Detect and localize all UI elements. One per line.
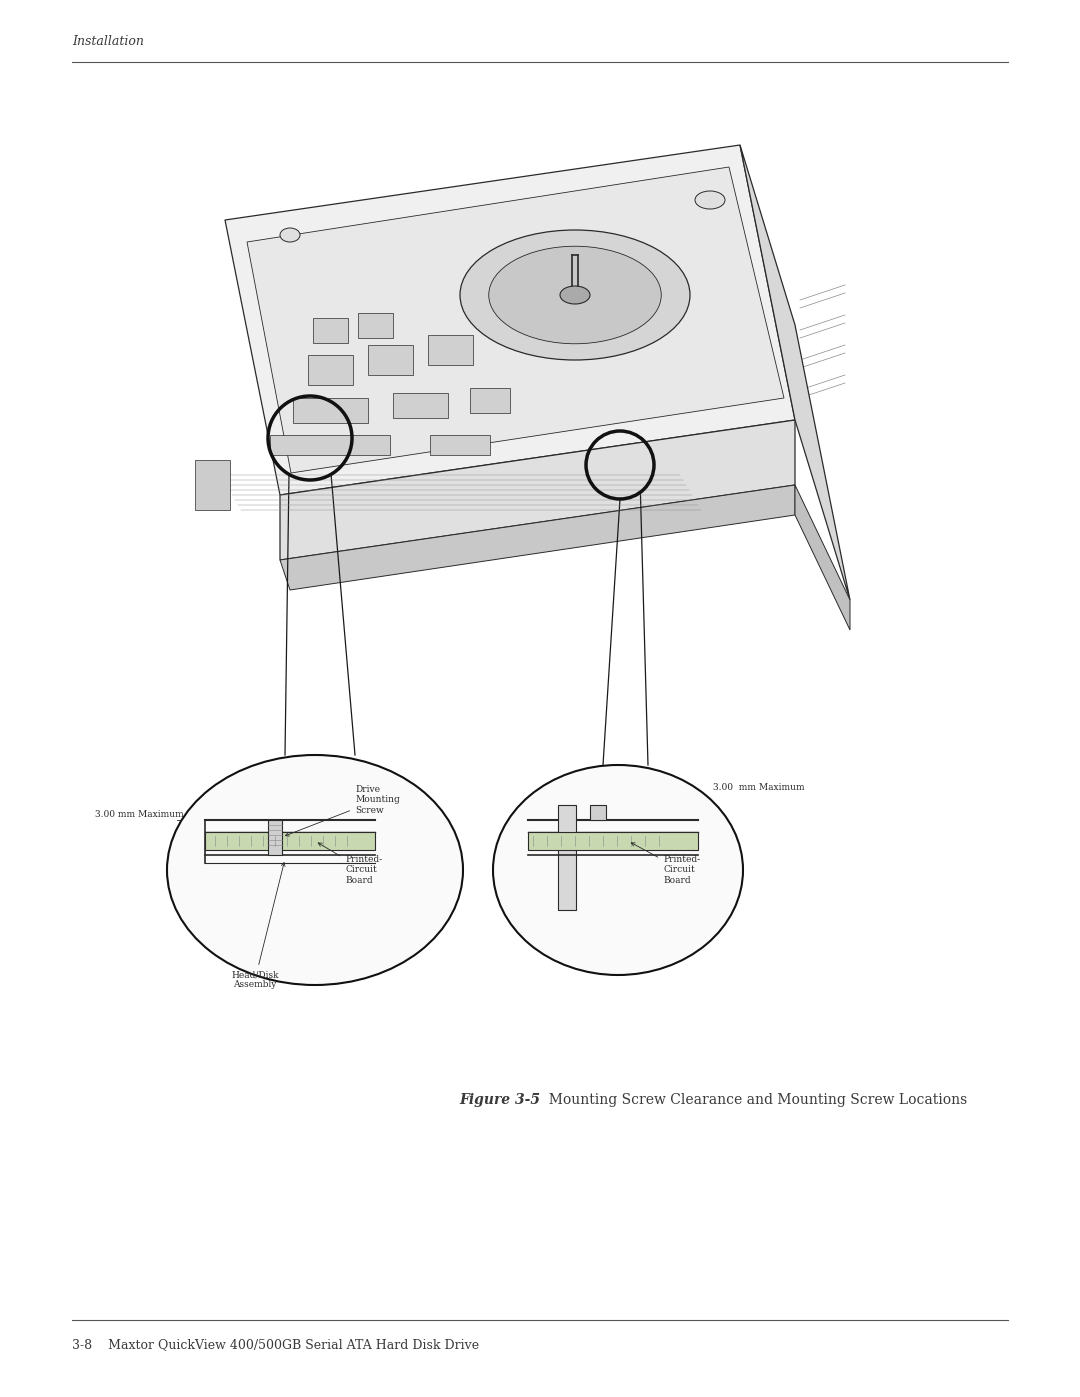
Bar (428, 335, 473, 365)
Text: 3.00 mm Maximum: 3.00 mm Maximum (95, 810, 184, 819)
Bar (293, 398, 368, 423)
Polygon shape (268, 820, 282, 855)
Polygon shape (205, 833, 375, 849)
Bar (368, 345, 413, 374)
Polygon shape (247, 168, 784, 474)
Text: 3.00  mm Maximum: 3.00 mm Maximum (713, 784, 805, 792)
Text: 3-8    Maxtor QuickView 400/500GB Serial ATA Hard Disk Drive: 3-8 Maxtor QuickView 400/500GB Serial AT… (72, 1338, 480, 1351)
Polygon shape (225, 145, 795, 495)
Ellipse shape (167, 754, 463, 985)
Ellipse shape (489, 246, 661, 344)
Text: Installation: Installation (72, 35, 144, 47)
Polygon shape (195, 460, 230, 510)
Bar (270, 434, 390, 455)
Bar (313, 319, 348, 344)
Polygon shape (795, 485, 850, 630)
Text: Head/Disk
Assembly: Head/Disk Assembly (231, 862, 285, 989)
Polygon shape (528, 833, 698, 849)
Ellipse shape (280, 228, 300, 242)
Text: Printed-
Circuit
Board: Printed- Circuit Board (631, 842, 700, 884)
Ellipse shape (696, 191, 725, 210)
Bar (357, 313, 393, 338)
Bar (308, 355, 353, 386)
Text: Mounting Screw Clearance and Mounting Screw Locations: Mounting Screw Clearance and Mounting Sc… (540, 1092, 968, 1106)
Bar (430, 434, 490, 455)
Text: Figure 3-5: Figure 3-5 (459, 1092, 540, 1106)
Polygon shape (590, 805, 606, 820)
Bar (393, 393, 448, 418)
Ellipse shape (460, 231, 690, 360)
Bar (470, 388, 510, 414)
Text: Drive
Mounting
Screw: Drive Mounting Screw (285, 785, 400, 835)
Text: Printed-
Circuit
Board: Printed- Circuit Board (319, 842, 382, 884)
Ellipse shape (492, 766, 743, 975)
Polygon shape (740, 145, 850, 599)
Ellipse shape (561, 286, 590, 305)
Polygon shape (558, 805, 576, 909)
Polygon shape (280, 420, 795, 560)
Polygon shape (280, 485, 795, 590)
